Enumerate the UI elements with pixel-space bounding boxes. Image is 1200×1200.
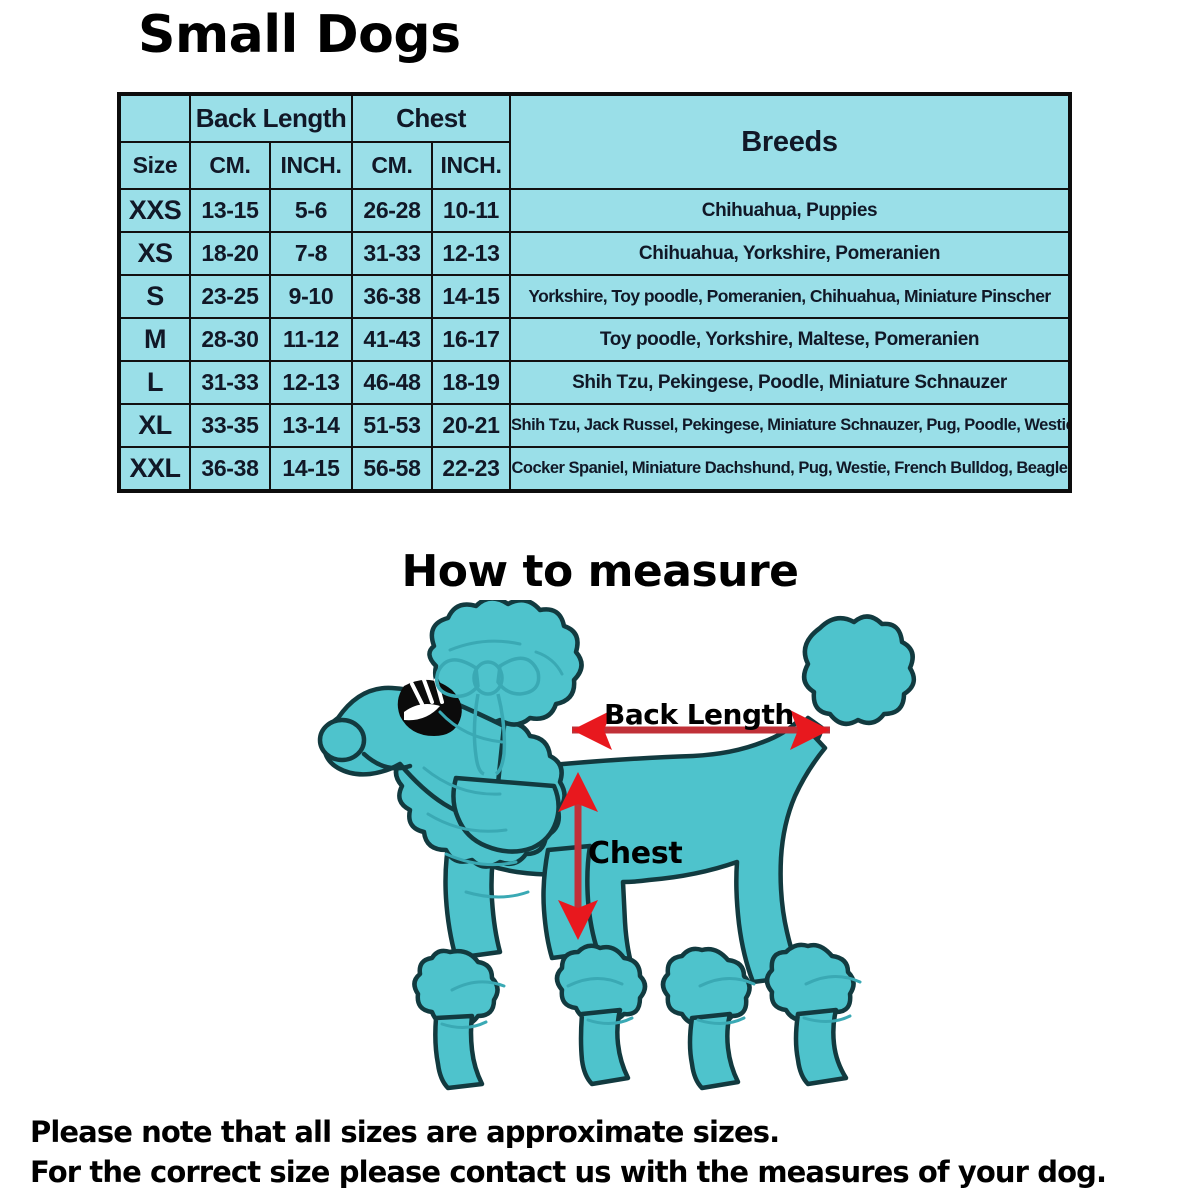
cell-back-cm: 18-20 bbox=[189, 231, 271, 276]
cell-chest-inch: 12-13 bbox=[431, 231, 511, 276]
header-cell-size: Size bbox=[118, 141, 191, 190]
cell-chest-cm: 51-53 bbox=[351, 403, 433, 448]
cell-chest-inch: 22-23 bbox=[431, 446, 511, 492]
nose-shape bbox=[317, 717, 367, 763]
table-header-row-groups: Back Length Chest Breeds bbox=[118, 93, 1071, 190]
table-row: XXS 13-15 5-6 26-28 10-11 Chihuahua, Pup… bbox=[118, 188, 1071, 233]
cell-breeds: Shih Tzu, Pekingese, Poodle, Miniature S… bbox=[509, 360, 1071, 405]
fur-detail-lines bbox=[422, 639, 862, 1029]
table-row: L 31-33 12-13 46-48 18-19 Shih Tzu, Peki… bbox=[118, 360, 1071, 405]
cell-chest-cm: 46-48 bbox=[351, 360, 433, 405]
header-cell-back-length-inch: INCH. bbox=[269, 141, 353, 190]
cell-chest-cm: 26-28 bbox=[351, 188, 433, 233]
header-cell-chest-cm: CM. bbox=[351, 141, 433, 190]
table-row: XL 33-35 13-14 51-53 20-21 Shih Tzu, Jac… bbox=[118, 403, 1071, 448]
cell-back-cm: 33-35 bbox=[189, 403, 271, 448]
cell-back-cm: 23-25 bbox=[189, 274, 271, 319]
cell-back-cm: 31-33 bbox=[189, 360, 271, 405]
cell-back-cm: 13-15 bbox=[189, 188, 271, 233]
how-to-measure-heading: How to measure bbox=[401, 546, 799, 597]
cell-breeds: Yorkshire, Toy poodle, Pomeranien, Chihu… bbox=[509, 274, 1071, 319]
footer-note: Please note that all sizes are approxima… bbox=[30, 1112, 1190, 1192]
cell-breeds: Cocker Spaniel, Miniature Dachshund, Pug… bbox=[509, 446, 1071, 492]
header-cell-chest-inch: INCH. bbox=[431, 141, 511, 190]
chest-arrow bbox=[558, 772, 598, 940]
cell-chest-inch: 18-19 bbox=[431, 360, 511, 405]
neck-fluff-shape bbox=[451, 775, 561, 854]
cell-breeds: Shih Tzu, Jack Russel, Pekingese, Miniat… bbox=[509, 403, 1071, 448]
table-header: Back Length Chest Breeds Size CM. INCH. … bbox=[118, 93, 1071, 190]
size-chart-table-container: Back Length Chest Breeds Size CM. INCH. … bbox=[117, 92, 1072, 493]
hind-paw-far-pompom-shape bbox=[660, 946, 752, 1028]
footer-note-line-2: For the correct size please contact us w… bbox=[30, 1155, 1107, 1189]
cell-size: S bbox=[118, 274, 191, 319]
cell-size: XXL bbox=[118, 446, 191, 492]
chest-label: Chest bbox=[588, 836, 683, 871]
table-row: XXL 36-38 14-15 56-58 22-23 Cocker Spani… bbox=[118, 446, 1071, 492]
cell-size: XL bbox=[118, 403, 191, 448]
hind-foot-near-shape bbox=[793, 1007, 849, 1087]
cell-chest-inch: 16-17 bbox=[431, 317, 511, 362]
front-foot-near-shape bbox=[578, 1007, 631, 1087]
cell-back-inch: 12-13 bbox=[269, 360, 353, 405]
cell-chest-inch: 14-15 bbox=[431, 274, 511, 319]
front-foot-far-shape bbox=[433, 1013, 485, 1091]
back-length-arrow bbox=[572, 710, 830, 750]
mouth-shape bbox=[361, 751, 413, 771]
cell-size: XXS bbox=[118, 188, 191, 233]
table-row: S 23-25 9-10 36-38 14-15 Yorkshire, Toy … bbox=[118, 274, 1071, 319]
cell-back-inch: 5-6 bbox=[269, 188, 353, 233]
page-title: Small Dogs bbox=[138, 5, 461, 65]
cell-breeds: Chihuahua, Puppies bbox=[509, 188, 1071, 233]
cell-size: XS bbox=[118, 231, 191, 276]
table-row: XS 18-20 7-8 31-33 12-13 Chihuahua, York… bbox=[118, 231, 1071, 276]
table-row: M 28-30 11-12 41-43 16-17 Toy poodle, Yo… bbox=[118, 317, 1071, 362]
cell-back-inch: 9-10 bbox=[269, 274, 353, 319]
cell-chest-cm: 36-38 bbox=[351, 274, 433, 319]
cell-back-inch: 7-8 bbox=[269, 231, 353, 276]
cell-back-inch: 13-14 bbox=[269, 403, 353, 448]
cell-size: M bbox=[118, 317, 191, 362]
cell-chest-inch: 20-21 bbox=[431, 403, 511, 448]
header-cell-chest: Chest bbox=[351, 93, 511, 143]
cell-chest-cm: 56-58 bbox=[351, 446, 433, 492]
cell-breeds: Chihuahua, Yorkshire, Pomeranien bbox=[509, 231, 1071, 276]
bow-shape bbox=[435, 656, 541, 776]
header-cell-back-length-cm: CM. bbox=[189, 141, 271, 190]
cell-back-inch: 14-15 bbox=[269, 446, 353, 492]
size-chart-table: Back Length Chest Breeds Size CM. INCH. … bbox=[117, 92, 1072, 493]
cell-chest-cm: 41-43 bbox=[351, 317, 433, 362]
header-cell-blank bbox=[118, 93, 191, 143]
back-length-label: Back Length bbox=[604, 698, 794, 731]
header-cell-breeds: Breeds bbox=[509, 93, 1071, 190]
table-header-row-units: Size CM. INCH. CM. INCH. bbox=[118, 141, 1070, 190]
tail-pompom-shape bbox=[801, 614, 917, 727]
cell-back-cm: 36-38 bbox=[189, 446, 271, 492]
cell-breeds: Toy poodle, Yorkshire, Maltese, Pomerani… bbox=[509, 317, 1071, 362]
poodle-illustration bbox=[300, 600, 920, 1100]
cell-chest-inch: 10-11 bbox=[431, 188, 511, 233]
cell-chest-cm: 31-33 bbox=[351, 231, 433, 276]
cell-back-cm: 28-30 bbox=[189, 317, 271, 362]
cell-back-inch: 11-12 bbox=[269, 317, 353, 362]
hind-foot-far-shape bbox=[687, 1011, 741, 1091]
header-cell-back-length: Back Length bbox=[189, 93, 353, 143]
table-body: XXS 13-15 5-6 26-28 10-11 Chihuahua, Pup… bbox=[118, 188, 1071, 492]
footer-note-line-1: Please note that all sizes are approxima… bbox=[30, 1115, 780, 1149]
cell-size: L bbox=[118, 360, 191, 405]
